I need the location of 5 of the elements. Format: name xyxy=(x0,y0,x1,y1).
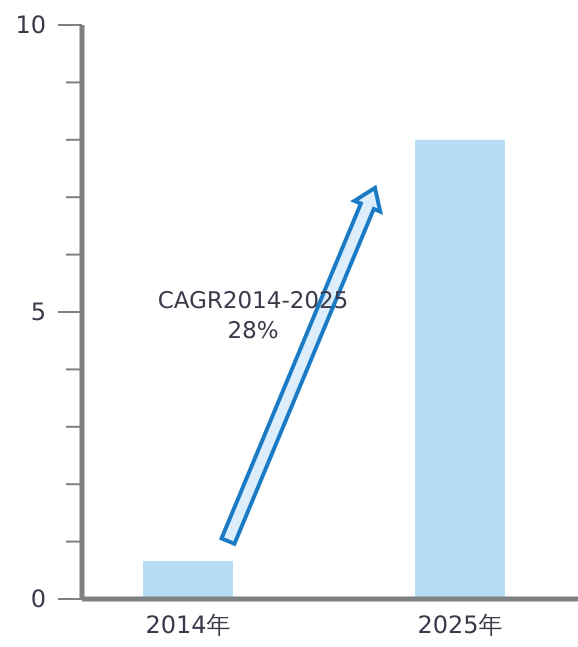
y-tick-label: 0 xyxy=(30,585,46,613)
y-tick-label: 5 xyxy=(30,298,46,326)
x-tick-label: 2025年 xyxy=(417,611,503,639)
y-tick-label: 10 xyxy=(15,11,46,39)
x-tick-label: 2014年 xyxy=(145,611,231,639)
